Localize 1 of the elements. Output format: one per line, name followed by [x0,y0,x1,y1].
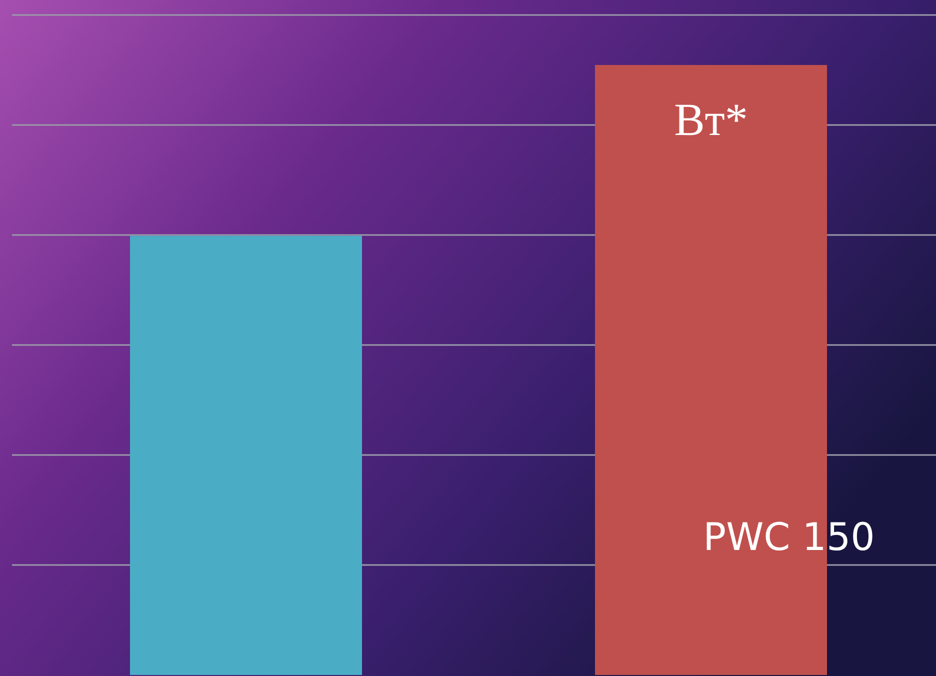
annotation: Вт* [674,94,748,145]
